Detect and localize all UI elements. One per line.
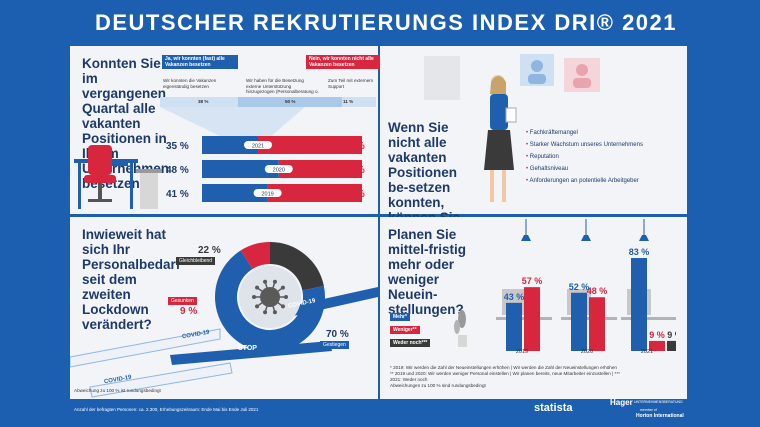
year-label-2021: 2021 xyxy=(252,144,264,150)
legend-more: Mehr* xyxy=(390,313,410,321)
year-pill-2019 xyxy=(253,189,282,197)
footnote-hiring-1: * 2019: Wir werden die Zahl der Neueinst… xyxy=(390,365,617,370)
panel-lockdown: Inwieweit hat sich Ihr Personalbedarf se… xyxy=(70,217,378,399)
row-no-2021: 65 % xyxy=(342,141,365,152)
footnote-lockdown: Abweichung zu 100 % ist rundungsbedingt xyxy=(74,388,161,393)
donut-slice-gesunken xyxy=(240,242,271,270)
row-no-2020: 52 % xyxy=(342,165,365,176)
sub-label-partial: Zum Teil mit externem Support xyxy=(328,78,374,89)
bar-2021-1 xyxy=(649,340,665,351)
list-item: • Reputation xyxy=(526,154,559,160)
page-title: DEUTSCHER REKRUTIERUNGS INDEX DRI® 2021 xyxy=(94,10,678,35)
funnel-shape xyxy=(160,107,305,137)
bar-2021-0 xyxy=(631,258,647,351)
bar-yes-2020 xyxy=(202,160,279,178)
breakdown-value-partial: 11 % xyxy=(343,99,354,104)
bar-value-2021-0: 83 % xyxy=(629,247,650,257)
list-item: • Gehaltsniveau xyxy=(526,166,569,172)
donut-slice-gestiegen xyxy=(215,250,325,352)
tape-label-stop: STOP xyxy=(238,345,257,352)
donut-slice-gleichbleibend xyxy=(269,242,324,291)
footnote-hiring-2: ** 2019 und 2020: Wir werden weniger Per… xyxy=(390,371,620,382)
year-label-2020: 2020 xyxy=(273,168,285,174)
x-tick-2019: 2019 xyxy=(516,349,528,355)
year-pill-2020 xyxy=(264,165,293,173)
bar-2019-1 xyxy=(524,287,540,351)
bar-no-2020 xyxy=(278,160,362,178)
legend-less: Weniger** xyxy=(390,326,420,334)
bar-no-2021 xyxy=(258,136,362,154)
question-lockdown: Inwieweit hat sich Ihr Personalbedarf se… xyxy=(82,227,181,332)
row-yes-2019: 41 % xyxy=(166,189,189,200)
hager-logo: Hager xyxy=(610,398,633,407)
lamp-icon xyxy=(581,235,591,241)
bar-2021-2 xyxy=(667,340,676,351)
footnote-hiring-3: Abweichungen zu 100 % sind rundungsbedin… xyxy=(390,383,486,388)
bar-yes-2021 xyxy=(202,136,258,154)
hager-subtitle: UNTERNEHMENSBERATUNG xyxy=(634,400,683,404)
question-hiring: Planen Sie mittel-fristig mehr oder weni… xyxy=(388,227,467,317)
statista-logo: statista xyxy=(534,402,573,414)
row-no-2019: 59 % xyxy=(342,189,365,200)
lamp-icon xyxy=(639,235,649,241)
breakdown-value-own: 38 % xyxy=(198,99,209,104)
list-item: • Fachkräftemangel xyxy=(526,130,578,136)
bar-2020-0 xyxy=(571,292,587,351)
panel-vacancies: Konnten Sie im vergangenen Quartal alle … xyxy=(70,46,380,214)
horton-logo: Horton International xyxy=(636,413,684,419)
bar-value-2020-1: 48 % xyxy=(587,286,608,296)
breakdown-value-external: 50 % xyxy=(285,99,296,104)
breakdown-bar xyxy=(160,97,376,107)
desk-top xyxy=(621,317,676,320)
bar-value-2021-1: 9 % xyxy=(649,330,665,340)
vacancy-bars: 2021 2020 2019 xyxy=(202,136,362,202)
list-item: • Starker Wachstum unseres Unternehmens xyxy=(526,142,643,148)
breakdown-segment-own xyxy=(160,97,238,107)
lamp-icon xyxy=(521,235,531,241)
woman-illustration xyxy=(484,75,517,202)
sub-label-external: Wir haben für die Besetzung externe Unte… xyxy=(246,78,319,94)
bar-value-2021-2: 9 % xyxy=(667,330,676,340)
footer-respondents: Anzahl der befragten Personen: ca. 2.300… xyxy=(74,407,259,412)
row-yes-2021: 35 % xyxy=(166,141,189,152)
profile-cards-illustration xyxy=(424,54,600,100)
donut-down-label: Gesunken xyxy=(168,297,197,305)
legend-none: Weder noch*** xyxy=(390,339,431,347)
plant-illustration xyxy=(454,310,467,347)
panel-reasons: Wenn Sie nicht alle vakanten Positionen … xyxy=(380,46,687,270)
bar-2019-0 xyxy=(506,302,522,351)
sub-label-own: Wir konnten die Vakanzen eigenständig be… xyxy=(163,78,217,89)
bar-yes-2019 xyxy=(202,184,268,202)
bar-value-2019-0: 43 % xyxy=(504,292,525,302)
legend-no: Nein, wir konnten nicht alle Vakanzen be… xyxy=(306,55,380,69)
bar-value-2020-0: 52 % xyxy=(569,282,590,292)
office-chair-illustration xyxy=(74,145,162,209)
bar-2020-1 xyxy=(589,297,605,351)
donut-same-label: Gleichbleibend xyxy=(176,257,216,265)
x-tick-2021: 2021 xyxy=(641,349,653,355)
panel-hiring-plans: Planen Sie mittel-fristig mehr oder weni… xyxy=(380,217,687,399)
donut-up-pct: 70 % xyxy=(326,329,349,340)
legend-yes: Ja, wir konnten (fast) alle Vakanzen bes… xyxy=(162,55,238,69)
hiring-chart: 43 % 57 % 2019 52 %48 % 2020 83 % 9 %9 % 2021 xyxy=(496,219,676,355)
virus-icon xyxy=(252,279,288,315)
breakdown-segment-partial xyxy=(342,97,376,107)
year-label-2019: 2019 xyxy=(261,192,273,198)
bar-no-2019 xyxy=(267,184,362,202)
donut-up-label: Gestiegen xyxy=(320,341,349,349)
bar-value-2019-1: 57 % xyxy=(522,276,543,286)
donut-same-pct: 22 % xyxy=(198,245,221,256)
x-tick-2020: 2020 xyxy=(581,349,593,355)
donut-down-pct: 9 % xyxy=(180,306,198,317)
breakdown-segment-external xyxy=(238,97,342,107)
year-pill-2021 xyxy=(244,141,272,149)
row-yes-2020: 48 % xyxy=(166,165,189,176)
reasons-list: • Fachkräftemangel • Starker Wachstum un… xyxy=(518,130,643,190)
list-item: • Anforderungen an potentielle Arbeitgeb… xyxy=(526,178,639,184)
member-of-text: member of xyxy=(640,408,657,412)
lockdown-donut xyxy=(215,242,325,352)
